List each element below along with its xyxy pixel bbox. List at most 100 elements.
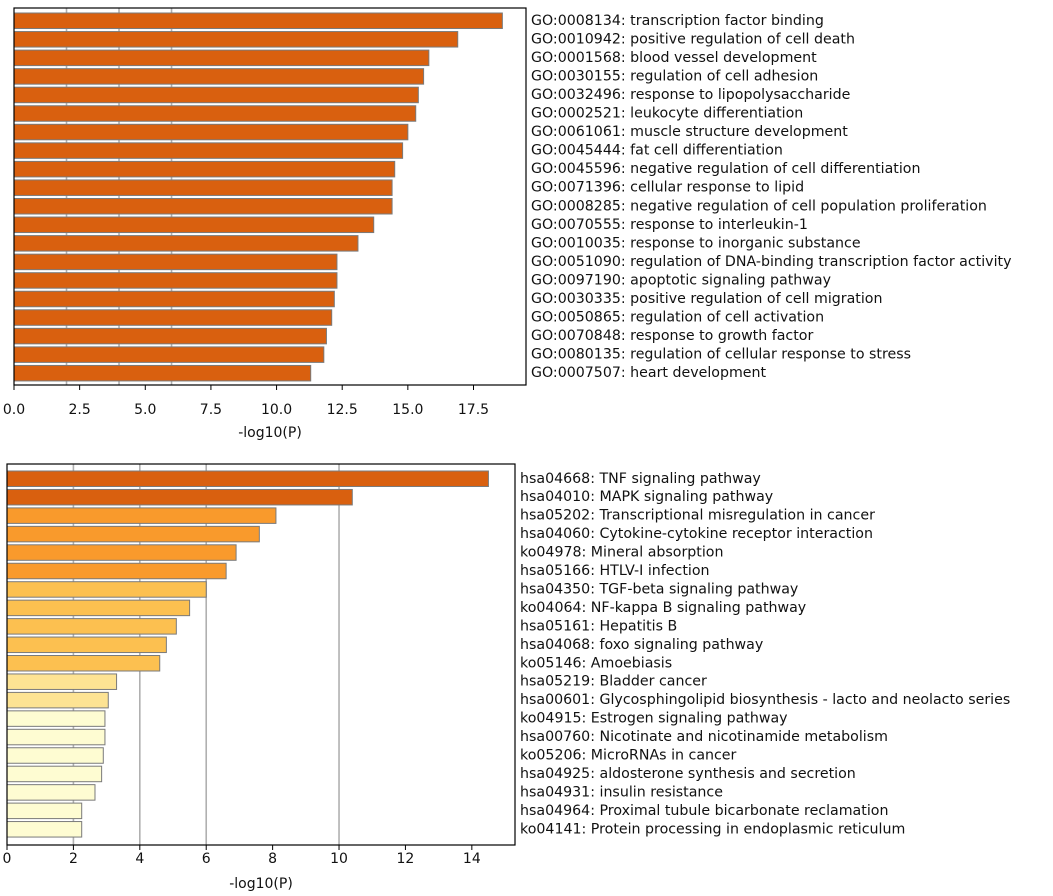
category-label: GO:0030155: regulation of cell adhesion [531,68,818,84]
bar-8 [7,600,190,616]
bar-17 [14,310,332,326]
category-label: GO:0097190: apoptotic signaling pathway [531,272,831,288]
bar-6 [7,563,226,579]
x-tick-label: 4 [135,851,144,867]
bar-18 [14,328,326,344]
bar-15 [7,729,105,745]
bar-8 [14,143,403,159]
chart-2: hsa04668: TNF signaling pathway hsa04010:… [3,464,1011,892]
category-label: hsa04925: aldosterone synthesis and secr… [520,766,856,782]
category-label: ko04141: Protein processing in endoplasm… [520,821,905,837]
bar-16 [7,748,103,764]
bar-1 [14,13,502,29]
bar-15 [14,273,337,289]
x-tick-label: 8 [268,851,277,867]
bar-20 [14,365,311,381]
bar-9 [14,161,395,177]
x-tick-label: 10.0 [261,402,292,418]
bar-13 [14,236,358,252]
bar-3 [14,50,429,66]
category-label: GO:0071396: cellular response to lipid [531,180,804,196]
bar-7 [7,582,206,598]
category-label: GO:0008134: transcription factor binding [531,13,824,29]
category-label: GO:0032496: response to lipopolysacchari… [531,87,850,103]
category-label: hsa05219: Bladder cancer [520,674,707,690]
bar-7 [14,124,408,140]
x-axis-title: -log10(P) [229,876,293,892]
chart-1: GO:0008134: transcription factor binding… [3,8,1012,441]
bar-17 [7,766,102,782]
category-label: hsa04060: Cytokine-cytokine receptor int… [520,526,873,542]
category-label: GO:0010942: positive regulation of cell … [531,31,855,47]
bar-18 [7,785,95,801]
x-tick-label: 12 [397,851,415,867]
category-label: hsa04668: TNF signaling pathway [520,471,761,487]
bar-5 [7,545,236,561]
bar-11 [14,199,392,215]
bar-14 [14,254,337,270]
bar-14 [7,711,105,727]
bar-10 [7,637,166,653]
category-label: hsa04931: insulin resistance [520,784,723,800]
bar-11 [7,656,160,672]
x-tick-label: 7.5 [200,402,222,418]
x-tick-label: 2.5 [69,402,91,418]
bar-2 [14,32,458,48]
category-label: GO:0070555: response to interleukin-1 [531,217,808,233]
bar-3 [7,508,276,524]
category-label: GO:0030335: positive regulation of cell … [531,291,882,307]
category-label: hsa04068: foxo signaling pathway [520,637,763,653]
x-tick-label: 0.0 [3,402,25,418]
category-label: hsa00601: Glycosphingolipid biosynthesis… [520,692,1010,708]
x-tick-label: 17.5 [458,402,489,418]
category-label: GO:0001568: blood vessel development [531,50,817,66]
category-label: hsa05161: Hepatitis B [520,618,677,634]
category-label: GO:0070848: response to growth factor [531,328,813,344]
category-label: GO:0008285: negative regulation of cell … [531,198,987,214]
bar-16 [14,291,334,307]
bar-19 [7,803,82,819]
category-label: GO:0061061: muscle structure development [531,124,848,140]
x-tick-label: 5.0 [134,402,156,418]
category-label: hsa04964: Proximal tubule bicarbonate re… [520,803,888,819]
bar-19 [14,347,324,363]
category-label: hsa05166: HTLV-I infection [520,563,710,579]
category-label: GO:0010035: response to inorganic substa… [531,235,861,251]
bar-12 [7,674,117,690]
category-label: GO:0080135: regulation of cellular respo… [531,347,911,363]
bar-1 [7,471,488,487]
x-tick-label: 2 [69,851,78,867]
category-label: GO:0051090: regulation of DNA-binding tr… [531,254,1011,270]
x-tick-label: 0 [3,851,12,867]
bar-4 [14,69,424,85]
category-label: ko04978: Mineral absorption [520,545,723,561]
x-tick-label: 10 [330,851,348,867]
category-label: GO:0002521: leukocyte differentiation [531,106,803,122]
bar-4 [7,526,259,542]
category-label: hsa00760: Nicotinate and nicotinamide me… [520,729,888,745]
category-label: hsa05202: Transcriptional misregulation … [520,508,875,524]
category-label: ko05146: Amoebiasis [520,655,672,671]
category-label: hsa04350: TGF-beta signaling pathway [520,581,798,597]
category-label: ko05206: MicroRNAs in cancer [520,748,737,764]
x-tick-label: 15.0 [392,402,423,418]
enrichment-charts: GO:0008134: transcription factor binding… [0,0,1053,896]
x-axis-title: -log10(P) [238,425,302,441]
category-label: hsa04010: MAPK signaling pathway [520,489,773,505]
category-label: ko04915: Estrogen signaling pathway [520,711,788,727]
bar-10 [14,180,392,196]
category-label: GO:0007507: heart development [531,365,767,381]
category-label: GO:0045444: fat cell differentiation [531,143,783,159]
bar-20 [7,822,82,838]
category-label: ko04064: NF-kappa B signaling pathway [520,600,806,616]
bar-9 [7,619,176,635]
bar-5 [14,87,418,103]
x-tick-label: 14 [463,851,481,867]
x-tick-label: 12.5 [327,402,358,418]
category-label: GO:0050865: regulation of cell activatio… [531,310,824,326]
bar-12 [14,217,374,233]
bar-13 [7,692,108,708]
bar-2 [7,489,352,505]
category-label: GO:0045596: negative regulation of cell … [531,161,920,177]
bar-6 [14,106,416,122]
